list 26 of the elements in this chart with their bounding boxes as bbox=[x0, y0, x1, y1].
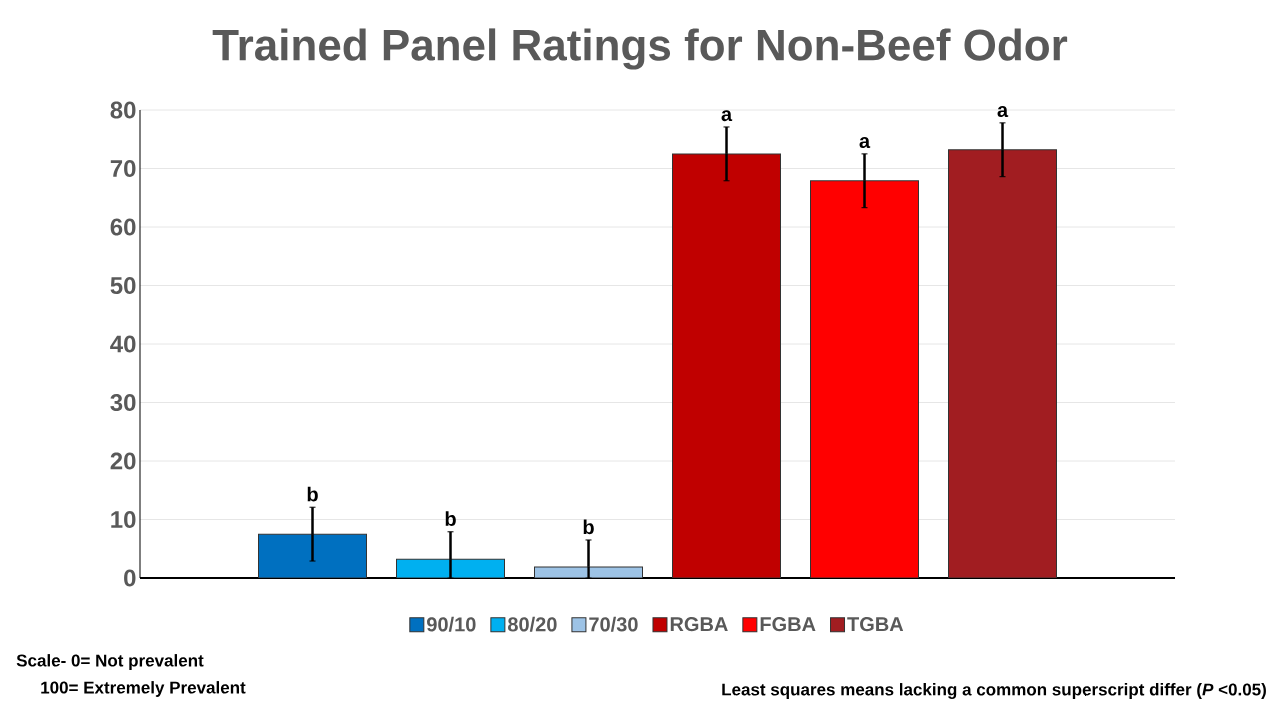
text: 100= Extremely Prevalent bbox=[41, 681, 246, 697]
text: Least squares means lacking a common superscript differ (P <0.05) bbox=[722, 683, 1266, 699]
legend-label: 70/30 bbox=[589, 616, 638, 632]
y-tick-label: 50 bbox=[110, 277, 136, 294]
y-tick-label: 80 bbox=[110, 101, 136, 119]
y-tick-label: 20 bbox=[110, 452, 136, 470]
data-label: b bbox=[445, 511, 456, 526]
y-tick-label: 40 bbox=[110, 335, 136, 353]
chart-title: Trained Panel Ratings for Non-Beef Odor bbox=[212, 28, 1068, 70]
legend-label: TGBA bbox=[847, 617, 904, 632]
data-label: a bbox=[721, 110, 733, 122]
data-label: a bbox=[997, 106, 1009, 118]
data-label: a bbox=[859, 137, 871, 149]
legend-label: RGBA bbox=[670, 617, 728, 632]
bar bbox=[534, 566, 644, 578]
text: Scale- 0= Not prevalent bbox=[16, 654, 204, 670]
data-label: b bbox=[307, 486, 318, 502]
legend-label: 90/10 bbox=[427, 616, 476, 632]
legend-label: FGBA bbox=[760, 617, 816, 632]
data-label: b bbox=[583, 519, 594, 535]
y-tick-label: 70 bbox=[110, 160, 136, 177]
y-tick-label: 60 bbox=[110, 218, 136, 236]
legend-label: 80/20 bbox=[508, 616, 557, 632]
y-tick-label: 30 bbox=[110, 394, 136, 412]
y-tick-label: 10 bbox=[111, 511, 136, 528]
y-tick-label: 0 bbox=[124, 569, 136, 587]
